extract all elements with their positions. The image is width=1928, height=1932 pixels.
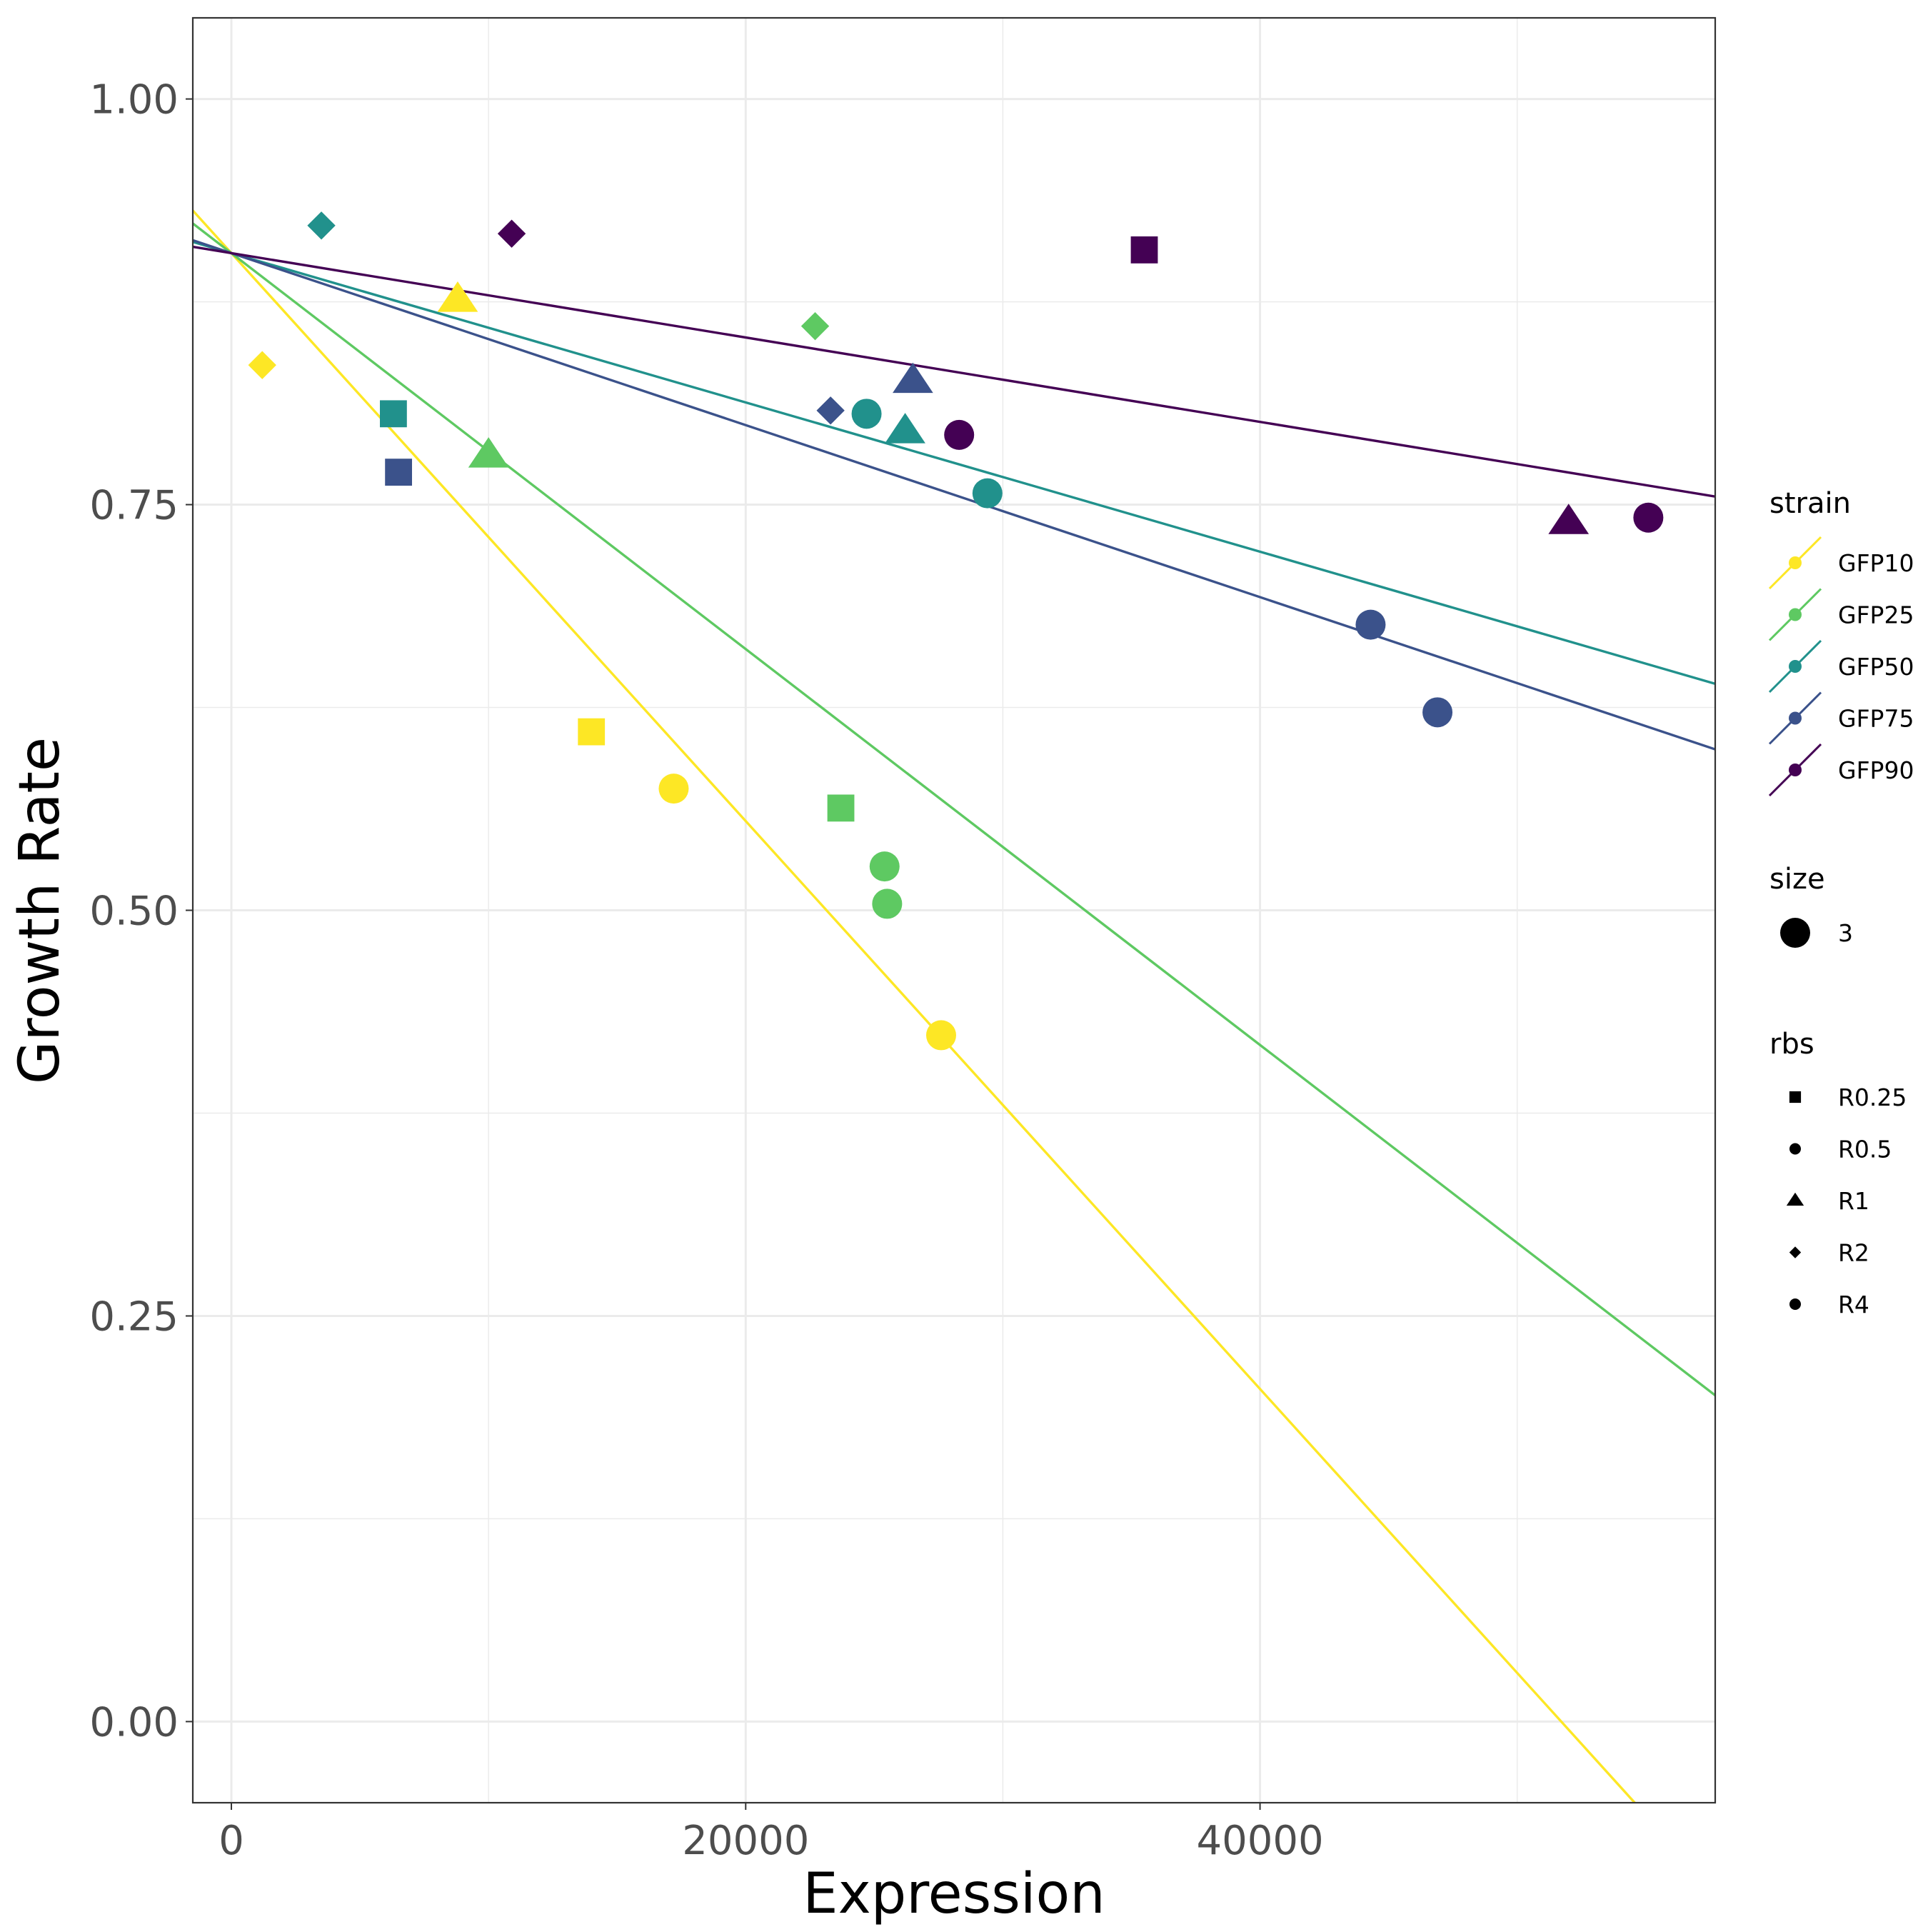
legend-key-rbs-r1: [1786, 1192, 1804, 1206]
data-point-gfp10-r4: [925, 1020, 956, 1051]
legend-title-rbs: rbs: [1769, 1028, 1814, 1061]
data-point-gfp25-r2: [800, 311, 830, 341]
legend-label-size: 3: [1838, 919, 1853, 947]
legend-label-gfp75: GFP75: [1838, 705, 1914, 733]
fit-line-gfp50: [193, 241, 1715, 686]
legend-key-point-gfp50: [1789, 660, 1802, 673]
legend: strain GFP10 GFP25 GFP50 GFP75 GFP90 size 3 rbs R…: [1768, 487, 1914, 1318]
data-point-gfp50-r2: [307, 211, 336, 240]
major-gridlines: [193, 18, 1715, 1803]
data-point-gfp90-r4: [1633, 502, 1664, 533]
legend-title-strain: strain: [1769, 487, 1851, 520]
legend-label-gfp90: GFP90: [1838, 756, 1914, 784]
legend-label-gfp10: GFP10: [1838, 549, 1914, 577]
legend-label-rbs-r1: R1: [1838, 1187, 1869, 1215]
data-point-gfp90-r1: [1548, 504, 1590, 534]
legend-key-rbs-r0-25: [1789, 1091, 1802, 1103]
legend-label-rbs-r4: R4: [1838, 1291, 1869, 1318]
fit-line-gfp10: [193, 209, 1637, 1803]
legend-key-rbs-r2: [1789, 1246, 1802, 1258]
y-axis-ticks: 0.00 0.25 0.50 0.75 1.00: [89, 77, 193, 1746]
x-tick-label: 20000: [682, 1818, 809, 1864]
legend-key-point-gfp25: [1789, 608, 1802, 621]
data-point-gfp75-r4: [1422, 697, 1453, 728]
legend-label-rbs-r0-25: R0.25: [1838, 1083, 1907, 1111]
x-axis-title: Expression: [803, 1862, 1105, 1926]
regression-lines: [193, 209, 1715, 1803]
data-point-gfp25-r0.5: [869, 851, 900, 882]
data-point-gfp75-r0.25: [385, 459, 413, 486]
fit-line-gfp75: [193, 239, 1715, 751]
legend-key-point-gfp90: [1789, 764, 1802, 776]
fit-line-gfp25: [193, 222, 1715, 1396]
legend-key-size: [1780, 918, 1810, 948]
legend-key-point-gfp10: [1789, 556, 1802, 569]
x-axis-ticks: 0 20000 40000: [219, 1803, 1324, 1864]
legend-key-rbs-r0-5: [1789, 1143, 1801, 1155]
x-tick-label: 40000: [1196, 1818, 1323, 1864]
x-tick-label: 0: [219, 1818, 244, 1864]
data-point-gfp90-r2: [497, 219, 526, 248]
y-tick-label: 0.50: [89, 889, 179, 935]
data-point-gfp10-r2: [248, 351, 276, 379]
y-tick-label: 0.00: [89, 1699, 179, 1746]
legend-label-gfp25: GFP25: [1838, 601, 1914, 629]
y-axis-title: Growth Rate: [8, 737, 72, 1084]
data-point-gfp50-r4: [972, 478, 1003, 509]
data-point-gfp10-r0.5: [658, 774, 689, 804]
y-tick-label: 1.00: [89, 77, 179, 124]
data-point-gfp25-r1: [468, 437, 509, 468]
legend-label-rbs-r0-5: R0.5: [1838, 1136, 1892, 1163]
legend-key-rbs-r4: [1789, 1298, 1801, 1310]
data-point-gfp25-r4: [872, 889, 903, 919]
data-point-gfp10-r1: [437, 281, 478, 312]
data-point-gfp50-r0.25: [380, 400, 407, 428]
data-point-gfp75-r2: [816, 396, 845, 425]
data-point-gfp10-r0.25: [578, 718, 606, 746]
y-tick-label: 0.25: [89, 1293, 179, 1340]
data-point-gfp90-r0.5: [944, 419, 975, 450]
legend-key-point-gfp75: [1789, 711, 1802, 725]
data-point-gfp50-r1: [885, 413, 925, 444]
data-point-gfp25-r0.25: [827, 794, 855, 822]
legend-label-rbs-r2: R2: [1838, 1239, 1869, 1267]
legend-label-gfp50: GFP50: [1838, 653, 1914, 681]
y-tick-label: 0.75: [89, 483, 179, 529]
data-points: [248, 211, 1664, 1051]
data-point-gfp75-r1: [893, 362, 933, 394]
fit-line-gfp90: [193, 245, 1715, 498]
data-point-gfp50-r0.5: [851, 399, 882, 429]
legend-title-size: size: [1769, 863, 1825, 896]
data-point-gfp90-r0.25: [1130, 236, 1158, 264]
data-point-gfp75-r0.5: [1355, 609, 1386, 640]
